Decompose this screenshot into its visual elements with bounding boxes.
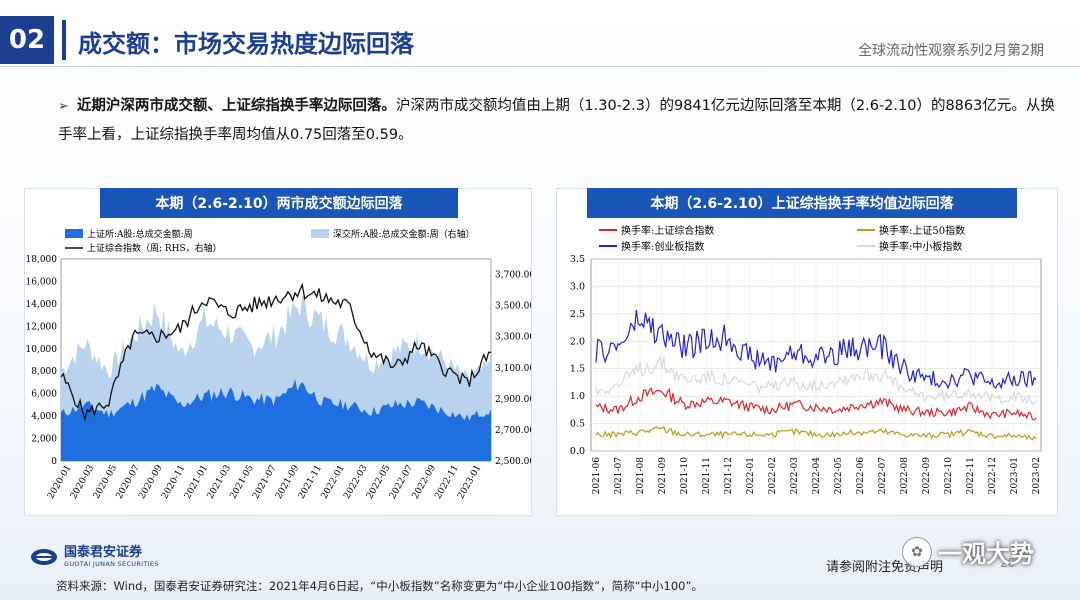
x-tick-label: 2022-05	[834, 457, 844, 495]
x-tick-label: 2021-11	[702, 457, 712, 494]
turnover-rate-chart-panel: 本期（2.6-2.10）上证综指换手率均值边际回落 换手率:上证综合指数 换手率…	[556, 188, 1058, 516]
y-tick-label: 0.0	[570, 446, 585, 457]
sse-volume-area	[61, 378, 491, 461]
y-tick-label: 2.5	[570, 309, 585, 320]
x-tick-label: 2022-01	[746, 457, 756, 494]
y-tick-label: 3.0	[570, 281, 585, 292]
company-logo-name-cn: 国泰君安证券	[64, 545, 143, 560]
y-left-tick-label: 10,000	[26, 345, 58, 355]
x-tick-label: 2022-02	[768, 457, 778, 494]
x-tick-label: 2021-07	[614, 457, 624, 495]
x-tick-label: 2022-06	[856, 457, 866, 495]
y-right-tick-label: 2,500.00	[495, 457, 531, 467]
legend-label-szse: 深交所:A股:总成交金额:周（右轴）	[333, 228, 475, 240]
turnover-rate-chart: 换手率:上证综合指数 换手率:上证50指数 换手率:创业板指数 换手率:中小板指…	[570, 224, 1042, 494]
trading-volume-chart: 上证所:A股:总成交金额:周 深交所:A股:总成交金额:周（右轴） 上证综合指数…	[26, 228, 532, 501]
sse-turnover-line	[595, 386, 1037, 421]
data-source-note: 资料来源：Wind，国泰君安证券研究注：2021年4月6日起，“中小板指数”名称…	[56, 579, 703, 593]
header-divider	[0, 66, 1080, 67]
legend-label-sse-turnover: 换手率:上证综合指数	[621, 224, 714, 237]
watermark: ✿ 一观大势	[902, 534, 1034, 569]
y-tick-label: 3.5	[570, 254, 585, 265]
section-number: 02	[0, 16, 54, 64]
y-right-tick-label: 3,300.00	[495, 333, 531, 343]
trading-volume-chart-title: 本期（2.6-2.10）两市成交额边际回落	[100, 188, 458, 218]
y-right-tick-label: 3,700.00	[495, 271, 531, 281]
sme-turnover-line	[595, 355, 1037, 406]
y-right-tick-label: 3,500.00	[495, 302, 531, 312]
legend-label-sse: 上证所:A股:总成交金额:周	[87, 228, 193, 240]
x-tick-label: 2022-10	[944, 457, 954, 495]
y-left-tick-label: 4,000	[31, 412, 57, 422]
trading-volume-chart-panel: 本期（2.6-2.10）两市成交额边际回落 上证所:A股:总成交金额:周 深交所…	[24, 188, 532, 516]
turnover-rate-chart-title: 本期（2.6-2.10）上证综指换手率均值边际回落	[587, 188, 1017, 218]
y-left-tick-label: 0	[51, 457, 57, 467]
y-left-tick-label: 16,000	[26, 277, 58, 287]
x-tick-label: 2021-09	[658, 457, 668, 495]
legend-swatch-szse	[311, 229, 329, 238]
y-left-tick-label: 14,000	[26, 300, 58, 310]
y-left-tick-label: 12,000	[26, 322, 58, 332]
bullet-arrow-icon: ➢	[58, 99, 69, 114]
watermark-text: 一观大势	[938, 540, 1034, 568]
y-right-tick-label: 3,100.00	[495, 364, 531, 374]
x-tick-label: 2022-04	[812, 457, 822, 495]
company-logo-icon	[31, 548, 57, 565]
wechat-icon: ✿	[902, 536, 932, 567]
y-left-tick-label: 6,000	[31, 390, 57, 400]
legend-label-chinext-turnover: 换手率:创业板指数	[621, 240, 704, 253]
page-number: 20	[1000, 556, 1016, 570]
company-logo-name-en: GUOTAI JUNAN SECURITIES	[64, 560, 159, 568]
x-tick-label: 2022-03	[790, 457, 800, 495]
legend-label-index: 上证综合指数（周; RHS，右轴）	[87, 242, 222, 254]
x-tick-label: 2022-07	[878, 457, 888, 495]
y-tick-label: 0.5	[570, 419, 585, 430]
right-chart-plot	[595, 309, 1037, 441]
bullet-bold-text: 近期沪深两市成交额、上证综指换手率边际回落。	[76, 98, 396, 114]
x-tick-label: 2021-12	[724, 457, 734, 494]
x-tick-label: 2022-12	[988, 457, 998, 494]
y-tick-label: 1.0	[570, 391, 585, 402]
x-tick-label: 2022-08	[900, 457, 910, 495]
page-header: 02 成交额：市场交易热度边际回落 全球流动性观察系列2月第2期	[0, 16, 1080, 64]
y-tick-label: 1.5	[570, 364, 585, 375]
left-chart-legend: 上证所:A股:总成交金额:周 深交所:A股:总成交金额:周（右轴） 上证综合指数…	[65, 228, 475, 254]
sse50-turnover-line	[595, 425, 1037, 441]
chinext-turnover-line	[595, 309, 1037, 390]
page-title: 成交额：市场交易热度边际回落	[78, 30, 414, 58]
summary-bullet: ➢ 近期沪深两市成交额、上证综指换手率边际回落。沪深两市成交额均值由上期（1.30…	[58, 92, 1058, 150]
legend-swatch-sse	[65, 229, 83, 238]
x-tick-label: 2022-11	[966, 457, 976, 494]
y-tick-label: 2.0	[570, 336, 585, 347]
y-right-tick-label: 2,700.00	[495, 426, 531, 436]
right-chart-legend: 换手率:上证综合指数 换手率:上证50指数 换手率:创业板指数 换手率:中小板指…	[599, 224, 965, 253]
x-tick-label: 2021-06	[592, 457, 602, 495]
legend-label-sse50-turnover: 换手率:上证50指数	[879, 224, 965, 237]
report-series-name: 全球流动性观察系列2月第2期	[858, 43, 1044, 59]
x-tick-label: 2023-01	[1010, 457, 1020, 494]
y-left-tick-label: 8,000	[31, 367, 57, 377]
left-chart-plot	[60, 282, 492, 461]
sse-index-line	[60, 282, 492, 422]
company-logo: 国泰君安证券 GUOTAI JUNAN SECURITIES	[30, 546, 159, 568]
y-right-tick-label: 2,900.00	[495, 395, 531, 405]
x-tick-label: 2023-02	[1032, 457, 1042, 494]
legend-label-sme-turnover: 换手率:中小板指数	[879, 240, 962, 253]
title-divider-bar	[62, 20, 66, 60]
bullet-body-text: 沪深两市成交额均值由上期（1.30-2.3）的9841亿元边际回落至本期（2.6…	[58, 98, 1055, 143]
x-tick-label: 2022-09	[922, 457, 932, 495]
x-tick-label: 2021-10	[680, 457, 690, 495]
right-chart-axes: 0.0 0.5 1.0 1.5 2.0 2.5 3.0 3.5 2021-06 2021-07 20…	[570, 254, 1042, 494]
y-left-tick-label: 2,000	[31, 435, 57, 445]
y-left-tick-label: 18,000	[26, 255, 58, 265]
x-tick-label: 2021-08	[636, 457, 646, 495]
